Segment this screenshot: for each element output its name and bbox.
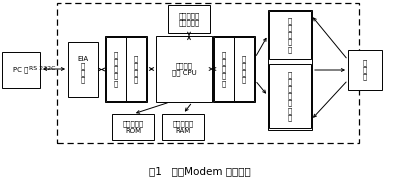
Text: 通
信
适
配
器: 通 信 适 配 器	[222, 52, 226, 86]
Text: 中央处理
单元 CPU: 中央处理 单元 CPU	[172, 62, 196, 76]
Bar	[168, 5, 210, 33]
Bar	[106, 37, 126, 101]
Bar	[269, 11, 311, 59]
Bar	[268, 10, 312, 130]
Bar	[68, 42, 98, 97]
Text: 程序存储器
ROM: 程序存储器 ROM	[122, 120, 144, 134]
Bar	[269, 64, 311, 128]
Text: 通
信
适
配
器: 通 信 适 配 器	[114, 52, 118, 86]
Bar	[57, 3, 359, 143]
Text: 数据存储器
RAM: 数据存储器 RAM	[172, 120, 194, 134]
Text: PC 机: PC 机	[13, 67, 29, 73]
Bar	[126, 37, 146, 101]
Bar	[156, 36, 212, 102]
Bar	[2, 52, 40, 88]
Text: RS 232C: RS 232C	[29, 67, 55, 71]
Text: EIA
驱
动
器: EIA 驱 动 器	[78, 56, 88, 83]
Bar	[162, 114, 204, 140]
Text: 串
并
转
换: 串 并 转 换	[242, 55, 246, 83]
Text: 自
动
拨
号
与
应
答: 自 动 拨 号 与 应 答	[288, 71, 292, 121]
Text: 定时器及外
围驱动电路: 定时器及外 围驱动电路	[178, 12, 200, 26]
Bar	[213, 36, 255, 102]
Bar	[234, 37, 254, 101]
Text: 调
制
与
解
调: 调 制 与 解 调	[288, 18, 292, 52]
Text: 电
话
网: 电 话 网	[363, 60, 367, 80]
Bar	[348, 50, 382, 90]
Text: 串
并
转
换: 串 并 转 换	[134, 55, 138, 83]
Bar	[105, 36, 147, 102]
Text: 图1   智能Modem 构成框图: 图1 智能Modem 构成框图	[149, 166, 251, 176]
Bar	[112, 114, 154, 140]
Bar	[214, 37, 234, 101]
